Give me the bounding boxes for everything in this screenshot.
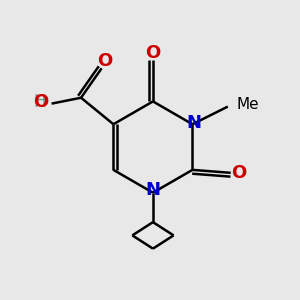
Text: O: O [231, 164, 247, 182]
Text: Me: Me [236, 97, 259, 112]
Text: N: N [146, 181, 160, 199]
Text: O: O [33, 93, 49, 111]
Text: H: H [34, 93, 46, 111]
Text: O: O [145, 44, 160, 62]
Text: O: O [97, 52, 112, 70]
Text: N: N [186, 114, 201, 132]
